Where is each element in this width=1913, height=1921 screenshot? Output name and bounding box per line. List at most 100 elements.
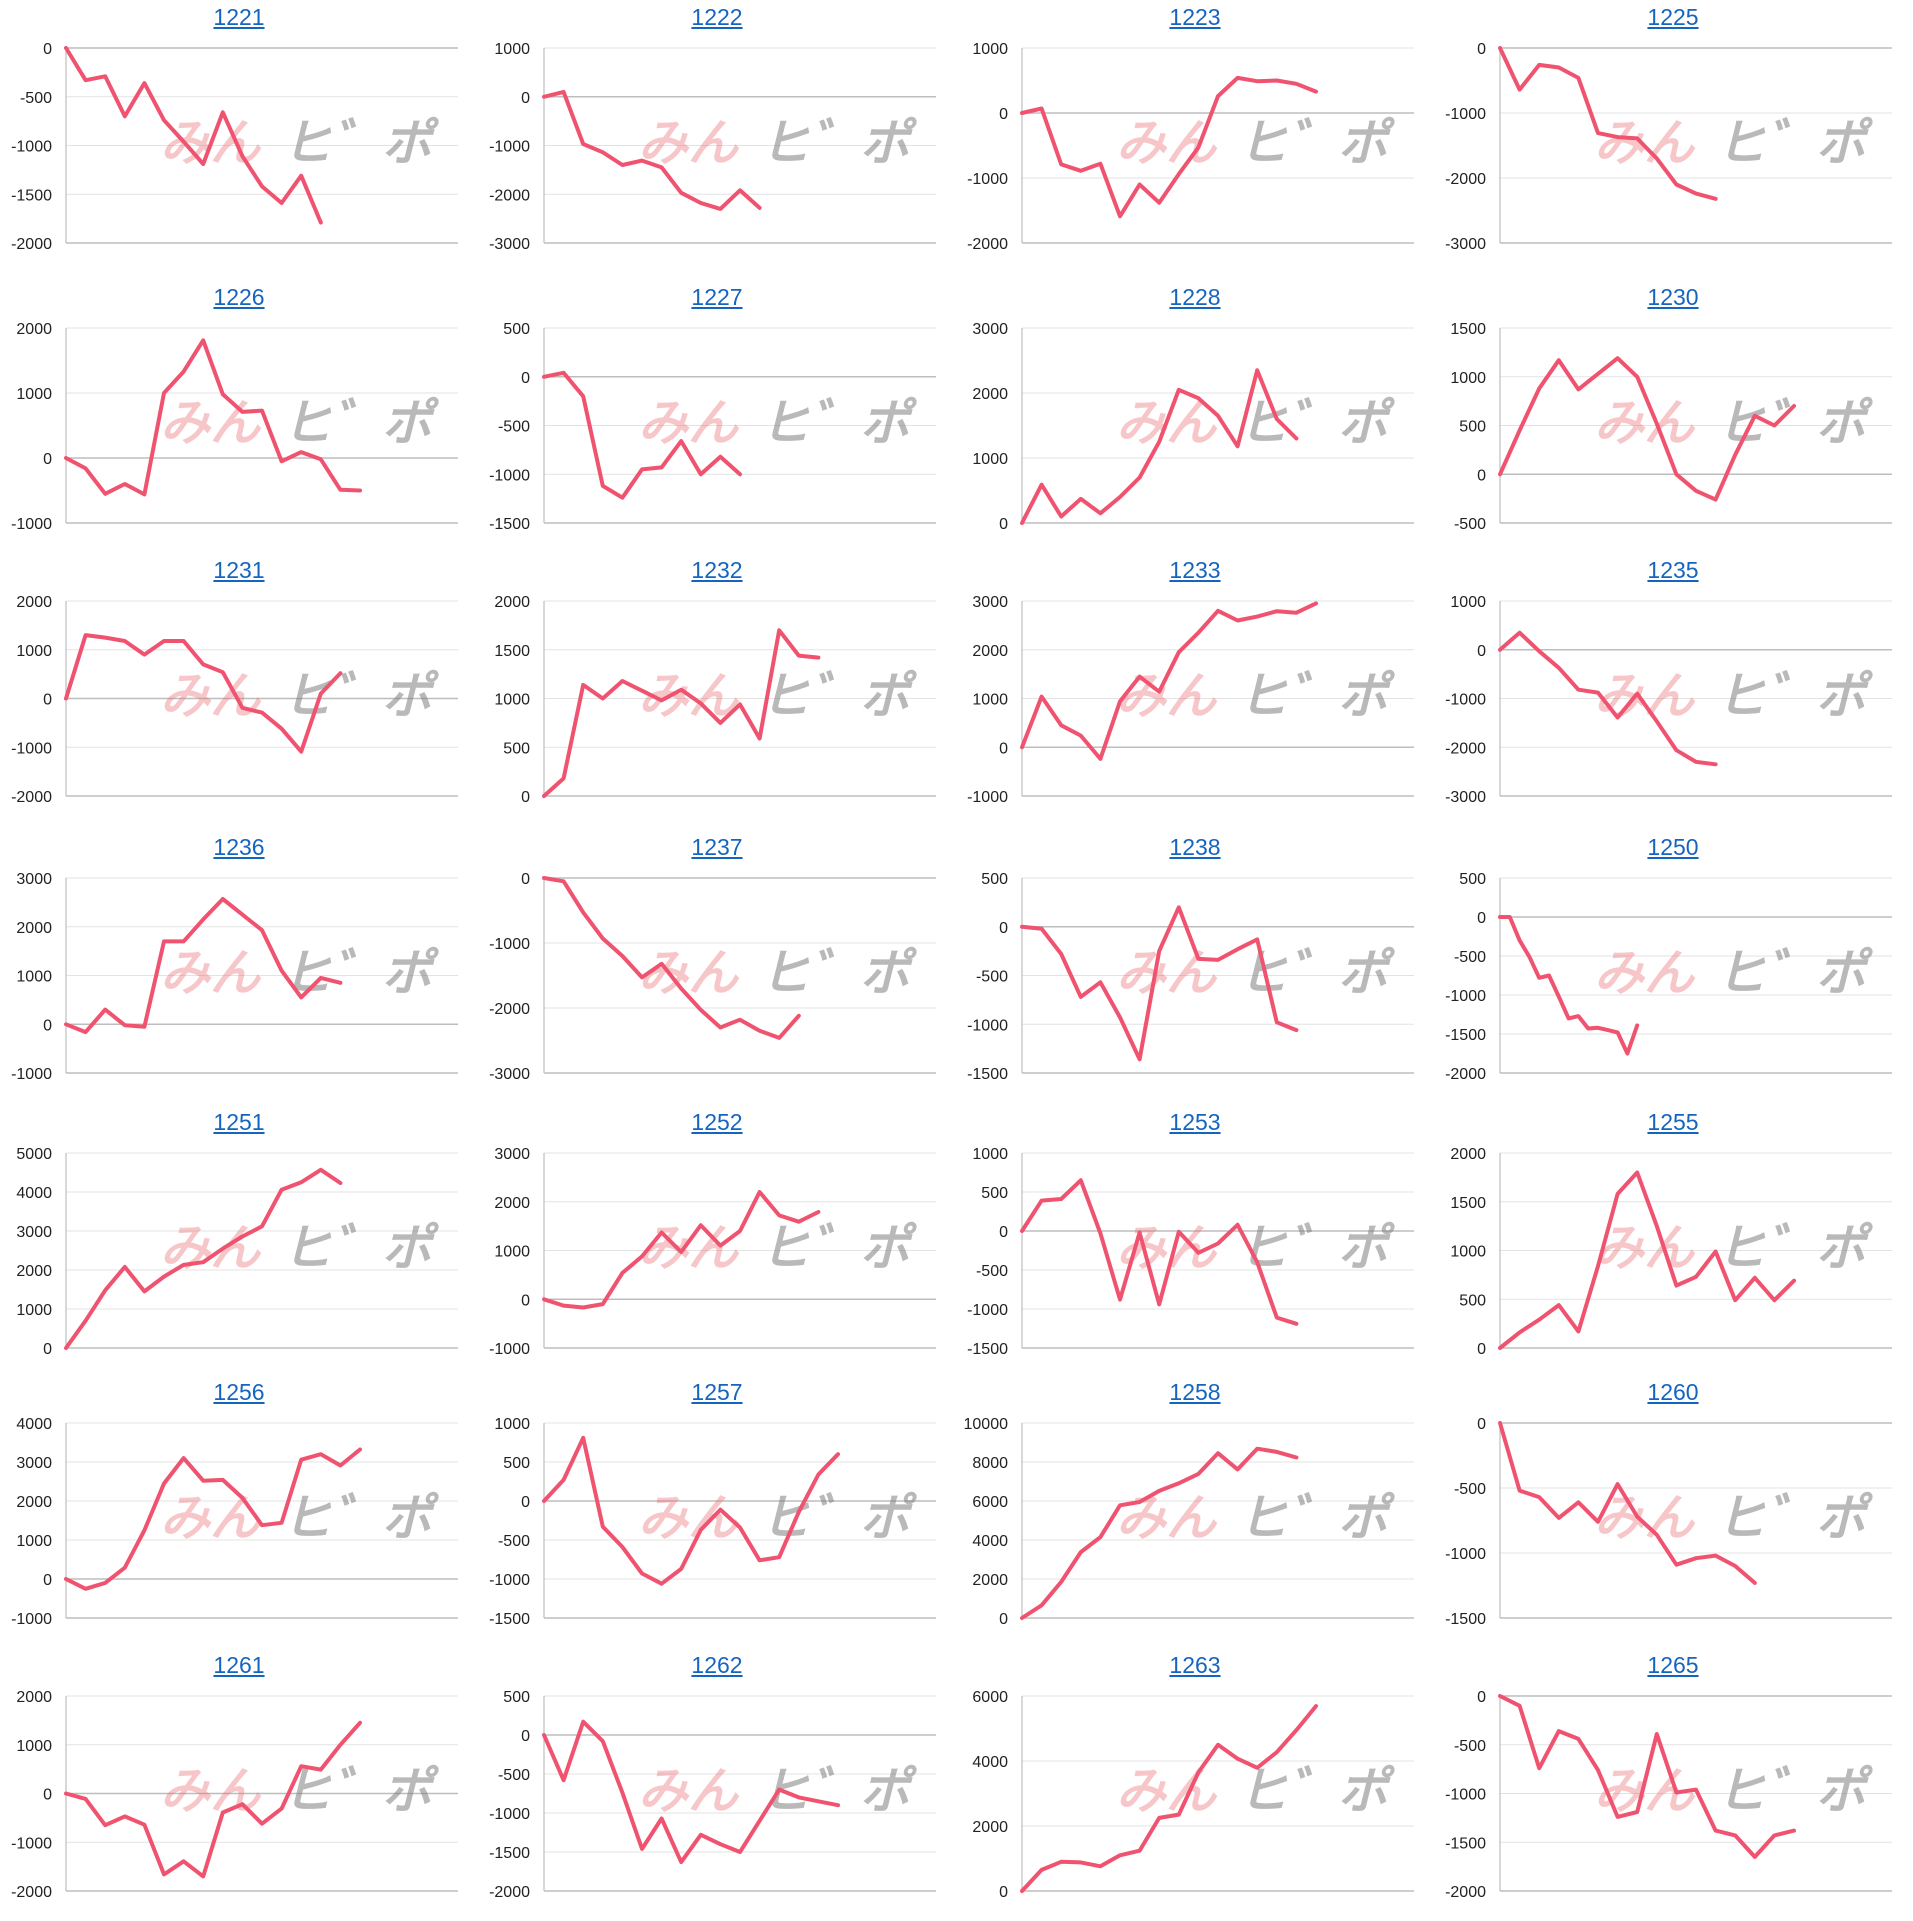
watermark-logo: みん ヒ゛ポ xyxy=(160,1219,440,1277)
y-tick-label: 0 xyxy=(999,1884,1008,1901)
watermark-logo: みん ヒ゛ポ xyxy=(1594,394,1874,452)
chart-title-link[interactable]: 1261 xyxy=(213,1652,265,1678)
chart-title-link[interactable]: 1233 xyxy=(1169,557,1221,583)
chart-title-link[interactable]: 1235 xyxy=(1647,557,1699,583)
y-tick-label: 10000 xyxy=(964,1416,1009,1433)
svg-text:みん: みん xyxy=(1594,1219,1696,1277)
svg-text:ヒ゛ポ: ヒ゛ポ xyxy=(282,667,440,725)
y-tick-label: 3000 xyxy=(16,871,52,888)
watermark-logo: みん ヒ゛ポ xyxy=(1116,1489,1396,1547)
chart-title-link[interactable]: 1221 xyxy=(213,4,265,30)
y-tick-label: 500 xyxy=(503,1689,530,1706)
series-line xyxy=(1498,1170,1796,1350)
chart-title-link[interactable]: 1238 xyxy=(1169,834,1221,860)
svg-text:みん: みん xyxy=(1116,114,1218,172)
svg-text:みん: みん xyxy=(638,394,740,452)
y-tick-label: 500 xyxy=(503,740,530,757)
chart-title-link[interactable]: 1255 xyxy=(1647,1109,1699,1135)
chart-title-link[interactable]: 1253 xyxy=(1169,1109,1221,1135)
y-tick-label: 2000 xyxy=(494,594,530,611)
svg-text:みん: みん xyxy=(638,114,740,172)
y-tick-label: -1500 xyxy=(967,1341,1008,1358)
series-line xyxy=(1498,356,1796,502)
svg-text:みん: みん xyxy=(160,1762,262,1820)
chart-1226: 1226 2000 1000 0 -1000 みん ヒ゛ポ xyxy=(0,280,478,553)
y-tick-label: -1000 xyxy=(967,1302,1008,1319)
chart-title-link[interactable]: 1226 xyxy=(213,284,265,310)
chart-plot: 0 -1000 -2000 -3000 みん ヒ゛ポ xyxy=(1445,41,1892,253)
chart-title-link[interactable]: 1257 xyxy=(691,1379,743,1405)
chart-title-link[interactable]: 1222 xyxy=(691,4,743,30)
y-tick-label: 6000 xyxy=(972,1494,1008,1511)
y-tick-label: 0 xyxy=(1477,910,1486,927)
series-line xyxy=(542,1190,821,1310)
chart-title-link[interactable]: 1236 xyxy=(213,834,265,860)
chart-title-link[interactable]: 1262 xyxy=(691,1652,743,1678)
y-tick-label: 0 xyxy=(999,1611,1008,1628)
svg-text:ヒ゛ポ: ヒ゛ポ xyxy=(760,944,918,1002)
watermark-logo: みん ヒ゛ポ xyxy=(160,944,440,1002)
y-tick-label: -1500 xyxy=(1445,1027,1486,1044)
chart-title-link[interactable]: 1260 xyxy=(1647,1379,1699,1405)
y-tick-label: -500 xyxy=(1454,1738,1486,1755)
y-tick-label: -1000 xyxy=(1445,988,1486,1005)
chart-1250: 1250 500 0 -500 -1000 -1500 -2000 みん ヒ゛ポ xyxy=(1434,830,1912,1103)
series-line xyxy=(64,1720,362,1879)
series-line xyxy=(1498,46,1718,201)
chart-title-link[interactable]: 1263 xyxy=(1169,1652,1221,1678)
watermark-logo: みん ヒ゛ポ xyxy=(1594,1219,1874,1277)
chart-title-link[interactable]: 1227 xyxy=(691,284,743,310)
y-tick-label: 3000 xyxy=(16,1455,52,1472)
svg-text:みん: みん xyxy=(160,1489,262,1547)
y-tick-label: -1000 xyxy=(489,1572,530,1589)
chart-title-link[interactable]: 1231 xyxy=(213,557,265,583)
series-line xyxy=(542,1435,840,1586)
y-tick-label: 0 xyxy=(1477,41,1486,58)
watermark-logo: みん ヒ゛ポ xyxy=(1116,394,1396,452)
svg-text:ヒ゛ポ: ヒ゛ポ xyxy=(282,1219,440,1277)
chart-title-link[interactable]: 1258 xyxy=(1169,1379,1221,1405)
chart-1265: 1265 0 -500 -1000 -1500 -2000 みん ヒ゛ポ xyxy=(1434,1648,1912,1921)
y-tick-label: -500 xyxy=(1454,949,1486,966)
y-tick-label: -2000 xyxy=(489,187,530,204)
svg-text:みん: みん xyxy=(638,1762,740,1820)
chart-title-link[interactable]: 1252 xyxy=(691,1109,743,1135)
watermark-logo: みん ヒ゛ポ xyxy=(638,1489,918,1547)
chart-title-link[interactable]: 1228 xyxy=(1169,284,1221,310)
chart-title-link[interactable]: 1251 xyxy=(213,1109,265,1135)
y-tick-label: 0 xyxy=(43,1017,52,1034)
chart-title-link[interactable]: 1223 xyxy=(1169,4,1221,30)
svg-text:ヒ゛ポ: ヒ゛ポ xyxy=(1716,1489,1874,1547)
y-tick-label: 1000 xyxy=(16,1738,52,1755)
chart-1236: 1236 3000 2000 1000 0 -1000 みん ヒ゛ポ xyxy=(0,830,478,1103)
chart-plot: 3000 2000 1000 0 みん ヒ゛ポ xyxy=(972,321,1414,533)
chart-title-link[interactable]: 1265 xyxy=(1647,1652,1699,1678)
svg-text:ヒ゛ポ: ヒ゛ポ xyxy=(760,667,918,725)
chart-title-link[interactable]: 1230 xyxy=(1647,284,1699,310)
y-tick-label: 0 xyxy=(43,1572,52,1589)
y-tick-label: -2000 xyxy=(1445,1066,1486,1083)
chart-1260: 1260 0 -500 -1000 -1500 みん ヒ゛ポ xyxy=(1434,1375,1912,1648)
chart-title-link[interactable]: 1232 xyxy=(691,557,743,583)
chart-plot: 1000 500 0 -500 -1000 -1500 みん ヒ゛ポ xyxy=(967,1146,1414,1358)
chart-1251: 1251 5000 4000 3000 2000 1000 0 みん ヒ゛ポ xyxy=(0,1105,478,1378)
chart-title-link[interactable]: 1250 xyxy=(1647,834,1699,860)
y-tick-label: -1000 xyxy=(967,789,1008,806)
y-tick-label: -1000 xyxy=(1445,1787,1486,1804)
svg-text:みん: みん xyxy=(638,1489,740,1547)
watermark-logo: みん ヒ゛ポ xyxy=(160,1762,440,1820)
svg-text:みん: みん xyxy=(1594,114,1696,172)
y-tick-label: -2000 xyxy=(11,1884,52,1901)
chart-1255: 1255 2000 1500 1000 500 0 みん ヒ゛ポ xyxy=(1434,1105,1912,1378)
chart-title-link[interactable]: 1237 xyxy=(691,834,743,860)
y-tick-label: -1000 xyxy=(1445,106,1486,123)
chart-title-link[interactable]: 1256 xyxy=(213,1379,265,1405)
y-tick-label: 500 xyxy=(1459,871,1486,888)
chart-plot: 3000 2000 1000 0 -1000 みん ヒ゛ポ xyxy=(11,871,458,1083)
chart-title-link[interactable]: 1225 xyxy=(1647,4,1699,30)
svg-text:ヒ゛ポ: ヒ゛ポ xyxy=(760,114,918,172)
series-line xyxy=(542,876,801,1040)
y-tick-label: 2000 xyxy=(494,1195,530,1212)
